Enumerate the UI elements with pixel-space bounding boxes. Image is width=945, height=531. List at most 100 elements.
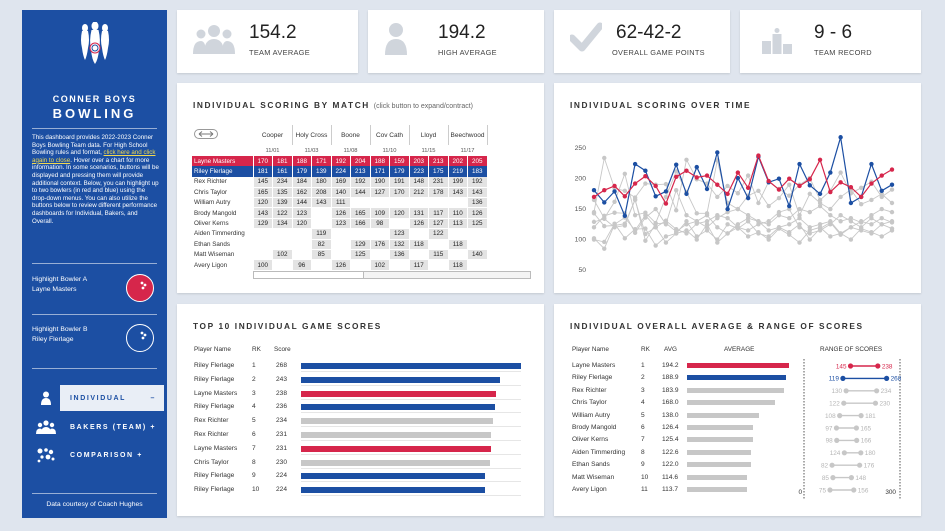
data-point[interactable] — [704, 222, 710, 227]
data-point[interactable] — [653, 206, 658, 212]
range-max-dot[interactable] — [858, 450, 864, 456]
data-point[interactable] — [776, 209, 782, 215]
data-point[interactable] — [602, 223, 607, 229]
data-point[interactable] — [797, 225, 802, 230]
data-point[interactable] — [653, 220, 658, 226]
data-point[interactable] — [756, 222, 761, 227]
data-point[interactable] — [612, 223, 617, 228]
average-bar[interactable] — [687, 400, 776, 406]
data-point[interactable] — [715, 216, 720, 221]
scoring-line-chart[interactable]: 250 200 150 100 50 — [554, 123, 921, 283]
data-point[interactable] — [674, 226, 679, 232]
average-bar[interactable] — [687, 425, 754, 430]
data-point[interactable] — [663, 194, 669, 200]
data-point[interactable] — [869, 181, 874, 186]
data-point[interactable] — [838, 219, 843, 224]
data-point[interactable] — [745, 219, 751, 224]
data-point[interactable] — [602, 200, 607, 205]
series-layne-masters[interactable] — [591, 153, 895, 206]
player-score-row[interactable]: Brody Mangold 143 122 123 126 165 109 120 131 117… — [192, 207, 488, 219]
data-point[interactable] — [684, 157, 689, 162]
data-point[interactable] — [725, 231, 730, 236]
data-point[interactable] — [715, 182, 720, 187]
range-min-dot[interactable] — [830, 475, 836, 481]
data-point[interactable] — [797, 216, 802, 221]
data-point[interactable] — [817, 191, 823, 197]
data-point[interactable] — [776, 176, 782, 181]
data-point[interactable] — [684, 219, 689, 224]
data-point[interactable] — [632, 161, 638, 167]
score-bar[interactable] — [301, 418, 494, 425]
range-max-dot[interactable] — [854, 437, 860, 443]
data-point[interactable] — [787, 203, 792, 209]
nav-bakers-button[interactable]: BAKERS (TEAM) + — [32, 414, 164, 440]
data-point[interactable] — [879, 173, 884, 178]
data-point[interactable] — [817, 200, 823, 206]
data-point[interactable] — [879, 206, 884, 212]
data-point[interactable] — [622, 213, 628, 218]
player-score-row[interactable]: Chris Taylor 165 135 162 208 140 144 127 170 212 1… — [192, 187, 488, 199]
data-point[interactable] — [766, 178, 771, 184]
data-point[interactable] — [776, 212, 782, 218]
range-max-dot[interactable] — [851, 487, 857, 493]
highlight-a-select[interactable]: Layne Masters — [32, 286, 77, 293]
range-min-dot[interactable] — [834, 437, 840, 443]
data-point[interactable] — [756, 153, 761, 158]
data-point[interactable] — [622, 236, 628, 241]
data-point[interactable] — [591, 188, 597, 193]
data-point[interactable] — [715, 150, 720, 155]
data-point[interactable] — [694, 234, 699, 239]
data-point[interactable] — [591, 197, 597, 203]
data-point[interactable] — [704, 219, 710, 224]
data-point[interactable] — [889, 167, 895, 172]
data-point[interactable] — [735, 225, 741, 230]
data-point[interactable] — [735, 170, 741, 175]
data-point[interactable] — [643, 231, 648, 237]
scrollbar-thumb[interactable] — [254, 272, 364, 278]
average-bar[interactable] — [687, 387, 784, 393]
data-point[interactable] — [797, 183, 802, 189]
data-point[interactable] — [602, 216, 607, 221]
data-point[interactable] — [756, 219, 761, 224]
data-point[interactable] — [869, 222, 874, 227]
expand-arrows-icon[interactable] — [194, 129, 218, 139]
table-scrollbar[interactable] — [253, 271, 531, 279]
data-point[interactable] — [797, 240, 802, 245]
data-point[interactable] — [817, 228, 823, 233]
average-bar[interactable] — [687, 449, 752, 455]
data-point[interactable] — [817, 203, 823, 209]
data-point[interactable] — [602, 246, 607, 251]
data-point[interactable] — [858, 225, 864, 230]
score-bar[interactable] — [301, 487, 485, 494]
data-point[interactable] — [725, 222, 730, 227]
data-point[interactable] — [828, 212, 833, 218]
range-max-dot[interactable] — [848, 475, 855, 481]
data-point[interactable] — [632, 212, 638, 218]
data-point[interactable] — [632, 181, 638, 186]
data-point[interactable] — [591, 236, 597, 241]
player-score-row[interactable]: Ethan Sands 82 129 176 132 118 118 — [192, 239, 488, 251]
expand-button-cell[interactable] — [192, 125, 254, 145]
score-bar[interactable] — [301, 390, 497, 397]
score-bar[interactable] — [301, 445, 491, 452]
data-point[interactable] — [879, 194, 884, 200]
data-point[interactable] — [766, 219, 771, 224]
data-point[interactable] — [745, 228, 751, 233]
score-bar[interactable] — [301, 459, 490, 466]
data-point[interactable] — [787, 206, 792, 212]
data-point[interactable] — [704, 173, 710, 178]
data-point[interactable] — [889, 200, 895, 206]
data-point[interactable] — [807, 237, 812, 242]
range-max-dot[interactable] — [884, 375, 890, 381]
range-min-dot[interactable] — [841, 400, 847, 406]
data-point[interactable] — [766, 228, 771, 233]
average-bar[interactable] — [687, 375, 787, 381]
data-point[interactable] — [879, 188, 884, 194]
data-point[interactable] — [735, 175, 741, 181]
player-score-row[interactable]: Matt Wiseman 102 85 125 136 115 140 — [192, 249, 488, 261]
data-point[interactable] — [807, 228, 812, 233]
data-point[interactable] — [612, 199, 617, 204]
data-point[interactable] — [735, 222, 741, 227]
data-point[interactable] — [817, 222, 823, 227]
data-point[interactable] — [745, 234, 751, 239]
